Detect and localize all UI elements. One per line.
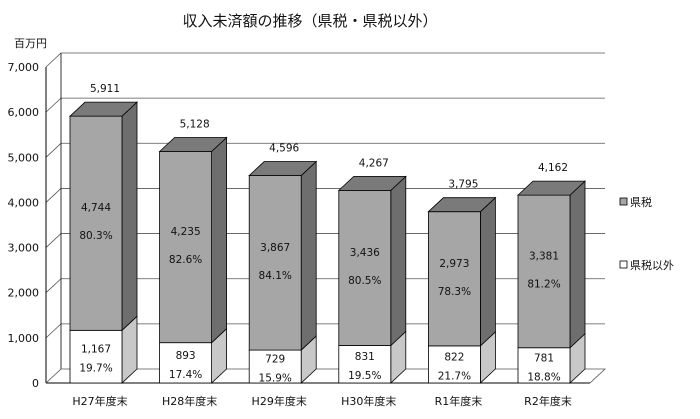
total-label: 4,162: [538, 162, 568, 174]
total-label: 5,128: [180, 119, 210, 131]
prefectural-percent-label: 84.1%: [259, 270, 292, 282]
bar-segment-prefectural: [69, 115, 123, 331]
prefectural-value-label: 4,235: [171, 226, 201, 238]
floor-edge: [45, 368, 607, 384]
y-tick-label: 4,000: [8, 196, 40, 209]
other-value-label: 1,167: [81, 344, 111, 356]
chart-title: 収入未済額の推移（県税・県税以外）: [182, 12, 437, 30]
data-labels: 5,911 4,744 80.3% 1,167 19.7% 5,128 4,235 82.6%…: [79, 83, 568, 384]
bar-side-prefectural: [121, 101, 138, 332]
y-tick-label: 1,000: [8, 332, 40, 345]
other-value-label: 831: [355, 351, 375, 363]
y-tick-label: 2,000: [8, 287, 40, 300]
total-label: 5,911: [90, 83, 120, 95]
prefectural-value-label: 3,381: [529, 250, 559, 262]
x-category-label: H27年度末: [72, 394, 127, 408]
x-category-label: H30年度末: [341, 394, 396, 408]
other-percent-label: 19.7%: [79, 363, 112, 375]
x-category-label: H28年度末: [162, 394, 217, 408]
bar-segment-other: [427, 345, 481, 384]
prefectural-value-label: 4,744: [81, 202, 111, 214]
gridline: [45, 52, 605, 68]
prefectural-percent-label: 82.6%: [169, 254, 202, 266]
bar-segment-other: [248, 349, 302, 384]
prefectural-percent-label: 80.5%: [348, 275, 381, 287]
bar-side-prefectural: [569, 180, 586, 349]
prefectural-percent-label: 81.2%: [527, 278, 560, 290]
y-tick-label: 3,000: [8, 242, 40, 255]
other-percent-label: 15.9%: [259, 373, 292, 385]
bar-segment-prefectural: [517, 194, 571, 349]
bar-side-prefectural: [300, 160, 317, 352]
x-category-label: R1年度末: [435, 394, 483, 408]
prefectural-value-label: 3,867: [260, 242, 290, 254]
other-value-label: 822: [444, 351, 464, 363]
bar-segment-prefectural: [248, 175, 302, 351]
bar-top: [158, 137, 228, 152]
legend-label: 県税以外: [630, 258, 674, 272]
other-percent-label: 21.7%: [438, 370, 471, 382]
bar-side-prefectural: [211, 136, 228, 344]
y-tick-label: 5,000: [8, 151, 40, 164]
legend-label: 県税: [630, 195, 652, 209]
bar-top: [516, 180, 587, 196]
y-axis-unit-label: 百万円: [14, 37, 47, 50]
bar-top: [248, 161, 318, 176]
bar-segment-prefectural: [338, 189, 392, 346]
other-percent-label: 17.4%: [169, 369, 202, 381]
axes: 0 1,000 2,000 3,000 4,000 5,000 6,000 7,000 H27年…: [8, 53, 607, 408]
total-label: 4,596: [269, 143, 299, 155]
x-category-label: H29年度末: [252, 394, 307, 408]
other-value-label: 729: [265, 354, 285, 366]
legend-swatch: [619, 197, 628, 206]
bar-top: [337, 175, 407, 191]
bar-side-prefectural: [390, 175, 407, 347]
prefectural-value-label: 2,973: [439, 258, 469, 270]
other-value-label: 781: [534, 352, 554, 364]
prefectural-percent-label: 78.3%: [438, 286, 471, 298]
bar-top: [68, 101, 139, 117]
other-percent-label: 18.8%: [527, 371, 560, 383]
bar-segment-other: [69, 329, 123, 384]
y-tick-label: 7,000: [8, 61, 40, 74]
prefectural-percent-label: 80.3%: [79, 230, 112, 242]
total-label: 3,795: [448, 179, 478, 191]
bar-top: [427, 197, 497, 213]
bar-segment-prefectural: [427, 211, 481, 347]
y-tick-label: 6,000: [8, 106, 40, 119]
prefectural-value-label: 3,436: [350, 247, 380, 259]
bars: [68, 101, 587, 384]
y-tick-label: 0: [32, 377, 39, 390]
x-category-label: R2年度末: [524, 394, 572, 408]
bar-segment-prefectural: [159, 151, 213, 344]
other-percent-label: 19.5%: [348, 370, 381, 382]
legend-swatch: [619, 260, 628, 269]
bar-side-prefectural: [479, 196, 496, 347]
other-value-label: 893: [176, 350, 196, 362]
total-label: 4,267: [359, 157, 389, 169]
